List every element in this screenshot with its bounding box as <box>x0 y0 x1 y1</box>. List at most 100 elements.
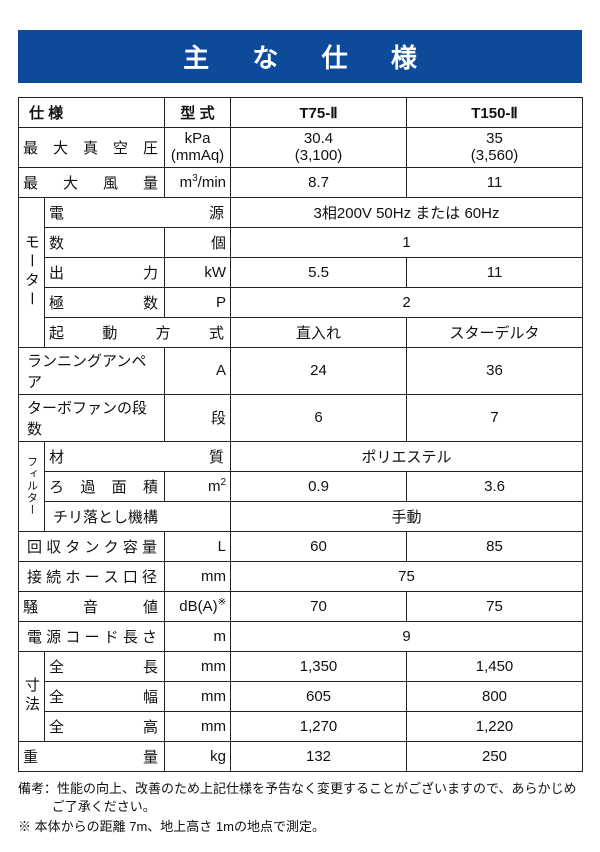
model-2: T150-Ⅱ <box>407 98 583 128</box>
row-label: 全 長 <box>45 651 165 681</box>
footnote-1: 備考：性能の向上、改善のため上記仕様を予告なく変更することがございますので、あら… <box>18 780 582 816</box>
table-row: 最 大 真 空 圧 kPa (mmAq) 30.4 (3,100) 35 (3,… <box>19 128 583 168</box>
unit: mm <box>165 711 231 741</box>
row-label: 最 大 風 量 <box>19 167 165 197</box>
cell-value: 9 <box>231 621 583 651</box>
unit-base: m <box>180 174 193 191</box>
unit-base: dB(A) <box>179 598 217 615</box>
cell-value: 7 <box>407 394 583 441</box>
row-label: 電 源 <box>45 197 231 227</box>
row-label: ランニングアンペア <box>19 347 165 394</box>
val: 30.4 <box>304 130 333 147</box>
cell-value: 0.9 <box>231 471 407 501</box>
cell-value: 36 <box>407 347 583 394</box>
cell-value: 直入れ <box>231 317 407 347</box>
unit-tail: /min <box>198 174 226 191</box>
cell-value: 75 <box>231 561 583 591</box>
page-title: 主 な 仕 様 <box>18 30 582 83</box>
table-row: 出 力 kW 5.5 11 <box>19 257 583 287</box>
hdr-spec: 仕 様 <box>19 98 165 128</box>
unit-sup: 2 <box>220 477 226 488</box>
unit-base: m <box>208 478 221 495</box>
cell-value: 11 <box>407 167 583 197</box>
cell-value: 85 <box>407 531 583 561</box>
unit-kpa: kPa <box>185 130 211 147</box>
row-label: 極 数 <box>45 287 165 317</box>
cell-value: 24 <box>231 347 407 394</box>
row-label: 接 続 ホ ー ス 口 径 <box>19 561 165 591</box>
table-row: 寸法 全 長 mm 1,350 1,450 <box>19 651 583 681</box>
cell-value: 60 <box>231 531 407 561</box>
unit: L <box>165 531 231 561</box>
row-label: 最 大 真 空 圧 <box>19 128 165 168</box>
model-1: T75-Ⅱ <box>231 98 407 128</box>
row-label: 材 質 <box>45 441 231 471</box>
unit: m <box>165 621 231 651</box>
row-label: 電 源 コ ー ド 長 さ <box>19 621 165 651</box>
row-label: 全 幅 <box>45 681 165 711</box>
row-label: 出 力 <box>45 257 165 287</box>
cell-value: 1,450 <box>407 651 583 681</box>
unit: dB(A)※ <box>165 591 231 621</box>
cell-value: 3.6 <box>407 471 583 501</box>
table-row: ろ 過 面 積 m2 0.9 3.6 <box>19 471 583 501</box>
unit: 個 <box>165 227 231 257</box>
cell-value: ポリエステル <box>231 441 583 471</box>
table-row: 数 個 1 <box>19 227 583 257</box>
cell-value: 1,220 <box>407 711 583 741</box>
unit: mm <box>165 651 231 681</box>
cell-value: 1,270 <box>231 711 407 741</box>
unit: kg <box>165 741 231 771</box>
row-label: 騒 音 値 <box>19 591 165 621</box>
unit: kPa (mmAq) <box>165 128 231 168</box>
table-row: 接 続 ホ ー ス 口 径 mm 75 <box>19 561 583 591</box>
cell-value: スターデルタ <box>407 317 583 347</box>
row-label: 全 高 <box>45 711 165 741</box>
footnotes: 備考：性能の向上、改善のため上記仕様を予告なく変更することがございますので、あら… <box>18 780 582 837</box>
table-row: モーター 電 源 3相200V 50Hz または 60Hz <box>19 197 583 227</box>
unit: m2 <box>165 471 231 501</box>
val: (3,100) <box>295 147 343 164</box>
unit-mmaq: (mmAq) <box>171 147 224 164</box>
val: 35 <box>486 130 503 147</box>
cell-value: 5.5 <box>231 257 407 287</box>
row-label: ろ 過 面 積 <box>45 471 165 501</box>
footnote-2: ※ 本体からの距離 7m、地上高さ 1mの地点で測定。 <box>18 818 582 836</box>
table-row: 全 高 mm 1,270 1,220 <box>19 711 583 741</box>
table-row: ランニングアンペア A 24 36 <box>19 347 583 394</box>
unit: m3/min <box>165 167 231 197</box>
cell-value: 手動 <box>231 501 583 531</box>
unit: kW <box>165 257 231 287</box>
table-row: 極 数 P 2 <box>19 287 583 317</box>
group-motor: モーター <box>19 197 45 347</box>
table-row: 起 動 方 式 直入れ スターデルタ <box>19 317 583 347</box>
cell-value: 11 <box>407 257 583 287</box>
row-label: 回 収 タ ン ク 容 量 <box>19 531 165 561</box>
table-row: フィルター 材 質 ポリエステル <box>19 441 583 471</box>
cell-value: 2 <box>231 287 583 317</box>
cell-value: 8.7 <box>231 167 407 197</box>
unit: A <box>165 347 231 394</box>
table-row: 最 大 風 量 m3/min 8.7 11 <box>19 167 583 197</box>
row-label: ターボファンの段数 <box>19 394 165 441</box>
unit: P <box>165 287 231 317</box>
table-row: 仕 様 型 式 T75-Ⅱ T150-Ⅱ <box>19 98 583 128</box>
cell-value: 70 <box>231 591 407 621</box>
row-label: チリ落とし機構 <box>45 501 231 531</box>
cell-value: 75 <box>407 591 583 621</box>
row-label: 起 動 方 式 <box>45 317 231 347</box>
table-row: チリ落とし機構 手動 <box>19 501 583 531</box>
group-dim: 寸法 <box>19 651 45 741</box>
hdr-model: 型 式 <box>165 98 231 128</box>
cell-value: 30.4 (3,100) <box>231 128 407 168</box>
cell-value: 1 <box>231 227 583 257</box>
table-row: 重 量 kg 132 250 <box>19 741 583 771</box>
cell-value: 3相200V 50Hz または 60Hz <box>231 197 583 227</box>
cell-value: 800 <box>407 681 583 711</box>
cell-value: 6 <box>231 394 407 441</box>
table-row: 電 源 コ ー ド 長 さ m 9 <box>19 621 583 651</box>
table-row: ターボファンの段数 段 6 7 <box>19 394 583 441</box>
cell-value: 605 <box>231 681 407 711</box>
cell-value: 1,350 <box>231 651 407 681</box>
row-label: 重 量 <box>19 741 165 771</box>
